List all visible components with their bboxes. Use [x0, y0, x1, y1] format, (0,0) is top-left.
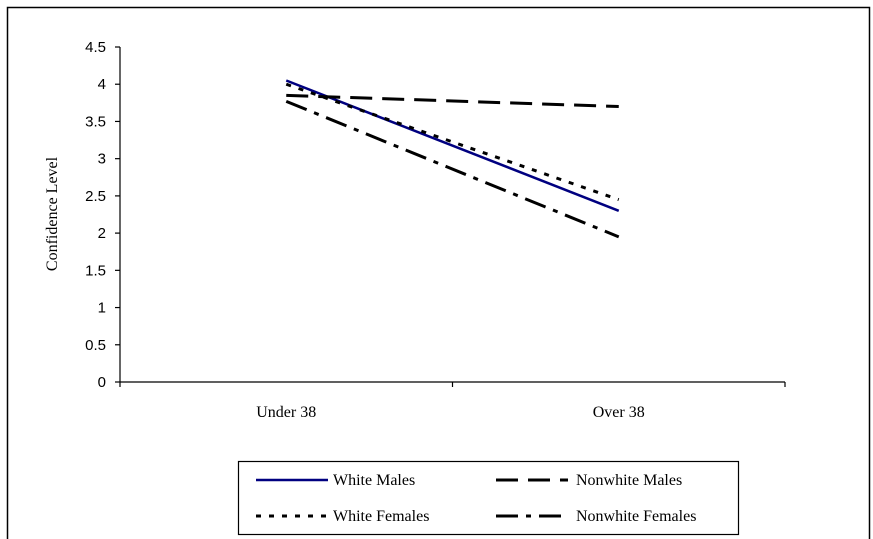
y-tick-label: 1.5	[85, 262, 106, 279]
legend-label: White Males	[333, 472, 415, 489]
y-tick-label: 2	[98, 225, 106, 242]
y-tick-label: 2.5	[85, 188, 106, 205]
legend-label: White Females	[333, 508, 429, 525]
series-line-nonwhite-males	[286, 93, 619, 109]
legend-box	[237, 460, 740, 536]
axes: 0 0.5 1 1.5 2 2.5 3 3.5 4 4.5 Under 38 Over 38	[85, 39, 786, 421]
series-line-white-males	[285, 79, 620, 212]
series-line-nonwhite-females	[285, 99, 620, 239]
legend: White Males Nonwhite Males White Females No…	[237, 460, 740, 536]
legend-label: Nonwhite Females	[576, 508, 696, 525]
series-layer	[285, 79, 620, 239]
legend-label: Nonwhite Males	[576, 472, 682, 489]
plot-area	[120, 47, 785, 382]
y-tick-label: 3.5	[85, 113, 106, 130]
y-tick-label: 4.5	[85, 39, 106, 56]
y-tick-label: 1	[98, 300, 106, 317]
y-tick-label: 3	[98, 151, 106, 168]
y-axis-label: Confidence Level	[44, 156, 61, 271]
x-tick-label: Under 38	[256, 404, 316, 421]
y-tick-label: 0	[98, 374, 106, 391]
y-tick-label: 0.5	[85, 337, 106, 354]
y-tick-label: 4	[98, 76, 106, 93]
x-tick-label: Over 38	[593, 404, 645, 421]
